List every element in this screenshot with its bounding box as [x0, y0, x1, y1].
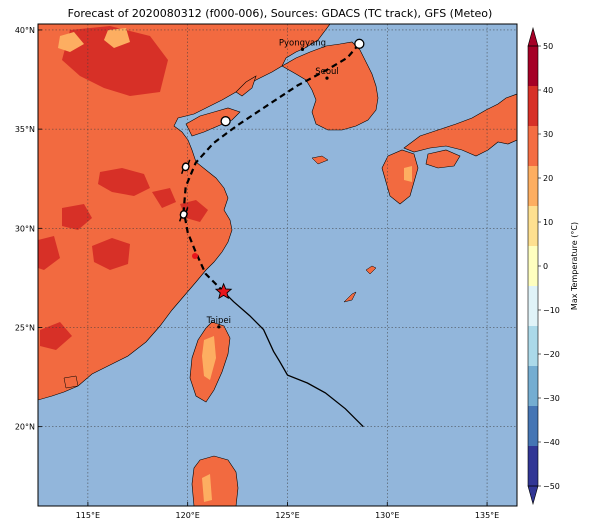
observed-track-line [223, 291, 364, 428]
land-shikoku [425, 149, 461, 169]
map-grid [38, 24, 517, 506]
city-dot [217, 325, 221, 329]
latitude-ticks: 20°N 25°N 30°N 35°N 40°N [15, 26, 42, 432]
red-marker [192, 253, 198, 259]
colorbar-segment [528, 166, 538, 207]
track-markers [178, 38, 365, 300]
land-liaodong [235, 75, 257, 97]
city-labels: Pyongyang Seoul Taipei [206, 38, 339, 329]
lat-tick-label: 40°N [15, 26, 35, 35]
lon-tick-label: 115°E [76, 511, 100, 520]
land-korea [281, 41, 379, 131]
colorbar-tick-label: −20 [543, 350, 560, 359]
colorbar-tick-label: 0 [543, 262, 548, 271]
land-okinawa [343, 291, 357, 303]
track-circle-marker [220, 116, 231, 127]
colorbar-label: Max Temperature (°C) [570, 222, 579, 310]
city-label: Pyongyang [279, 38, 326, 48]
colorbar-tick-label: −50 [543, 482, 560, 491]
colorbar: 50 40 30 20 10 0 −10 −20 −30 −40 −50 [527, 26, 560, 506]
hurricane-marker [180, 159, 191, 175]
longitude-ticks: 115°E 120°E 125°E 130°E 135°E [76, 502, 499, 520]
lon-tick-label: 125°E [275, 511, 299, 520]
colorbar-segment [528, 326, 538, 367]
hot-patches [38, 26, 412, 502]
colorbar-bottom-arrow [527, 485, 539, 506]
lon-tick-label: 130°E [375, 511, 399, 520]
colorbar-segment [528, 206, 538, 247]
lon-tick-label: 135°E [475, 511, 499, 520]
colorbar-tick-label: 50 [543, 42, 553, 51]
colorbar-tick-label: 10 [543, 218, 553, 227]
map-title: Forecast of 2020080312 (f000-006), Sourc… [67, 7, 493, 20]
map-frame [37, 23, 518, 507]
lon-tick-label: 120°E [176, 511, 200, 520]
colorbar-segment [528, 366, 538, 407]
current-position-star [214, 282, 233, 300]
colorbar-tick-label: 30 [543, 130, 553, 139]
colorbar-tick-label: −40 [543, 438, 560, 447]
colorbar-tick-label: 20 [543, 174, 553, 183]
track-circle-marker [354, 38, 365, 49]
land-kyushu [381, 149, 419, 205]
city-dot [325, 76, 329, 80]
colorbar-segment [528, 246, 538, 287]
land-hainan [63, 375, 79, 389]
land-honshu [403, 93, 517, 157]
colorbar-tick-label: −10 [543, 306, 560, 315]
forecast-track-line [182, 43, 361, 293]
land-ryukyu [365, 265, 377, 275]
colorbar-segment [528, 406, 538, 447]
lat-tick-label: 25°N [15, 323, 35, 332]
city-label: Taipei [206, 316, 231, 326]
hurricane-marker [178, 207, 189, 222]
lat-tick-label: 30°N [15, 224, 35, 233]
colorbar-segment [528, 126, 538, 167]
colorbar-segment [528, 86, 538, 127]
map-area: Pyongyang Seoul Taipei [38, 24, 517, 506]
city-dot [300, 47, 305, 51]
colorbar-segment [528, 286, 538, 327]
lat-tick-label: 20°N [15, 423, 35, 432]
colorbar-segment [528, 46, 538, 87]
city-label: Seoul [315, 67, 339, 77]
colorbar-tick-label: −30 [543, 394, 560, 403]
colorbar-segment [528, 446, 538, 487]
lat-tick-label: 35°N [15, 125, 35, 134]
colorbar-top-arrow [527, 26, 539, 47]
land-jeju [311, 155, 329, 165]
colorbar-tick-label: 40 [543, 86, 553, 95]
